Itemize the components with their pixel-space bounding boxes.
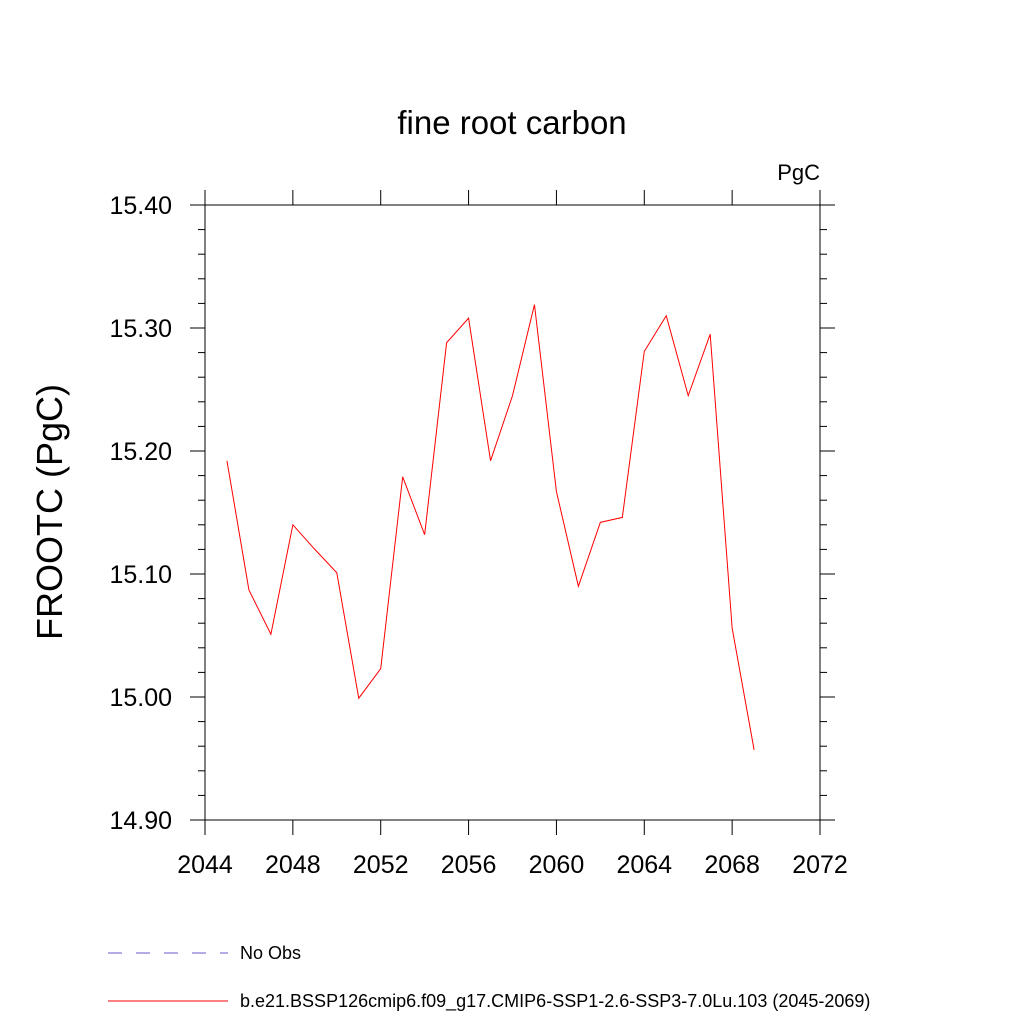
x-tick-label: 2072: [792, 851, 848, 879]
units-label: PgC: [777, 160, 820, 185]
x-tick-label: 2068: [704, 851, 760, 879]
axis-ticks: [190, 190, 835, 835]
y-tick-label: 15.00: [109, 684, 172, 712]
x-tick-label: 2060: [529, 851, 585, 879]
y-tick-label: 14.90: [109, 807, 172, 835]
series-group: [226, 304, 755, 750]
y-tick-label: 15.40: [109, 192, 172, 220]
x-tick-label: 2052: [353, 851, 409, 879]
x-tick-label: 2064: [616, 851, 672, 879]
x-tick-label: 2056: [441, 851, 497, 879]
y-tick-label: 15.10: [109, 561, 172, 589]
plot-frame: [204, 204, 821, 821]
y-tick-labels: 14.90 15.00 15.10 15.20 15.30 15.40: [109, 192, 172, 835]
y-tick-label: 15.20: [109, 438, 172, 466]
y-tick-label: 15.30: [109, 315, 172, 343]
y-axis-label: FROOTC (PgC): [29, 384, 70, 640]
legend-label-model: b.e21.BSSP126cmip6.f09_g17.CMIP6-SSP1-2.…: [240, 991, 870, 1012]
x-tick-label: 2048: [265, 851, 321, 879]
x-tick-labels: 2044 2048 2052 2056 2060 2064 2068 2072: [177, 851, 848, 879]
chart-title: fine root carbon: [397, 104, 626, 141]
series-line: [226, 304, 755, 750]
legend-label-no-obs: No Obs: [240, 943, 301, 963]
legend: No Obs b.e21.BSSP126cmip6.f09_g17.CMIP6-…: [108, 943, 870, 1012]
x-tick-label: 2044: [177, 851, 233, 879]
